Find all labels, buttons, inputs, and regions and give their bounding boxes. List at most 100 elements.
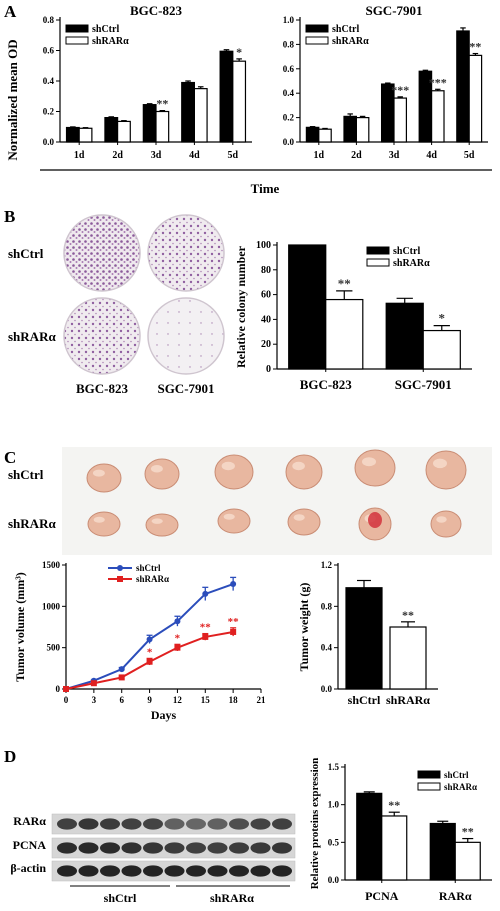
significance-mark: ** — [462, 825, 474, 839]
significance-mark: ** — [402, 608, 414, 622]
point-shrara — [90, 680, 97, 687]
plate-bgc823-shrara — [63, 297, 141, 375]
legend-swatch-shrara — [417, 782, 441, 791]
point-shrara — [63, 686, 69, 692]
y-tick-label: 60 — [261, 290, 271, 301]
significance-mark: ** — [338, 276, 351, 291]
tumor-highlight — [362, 457, 376, 467]
panel-letter-c: C — [4, 448, 16, 467]
panel-letter-b: B — [4, 207, 15, 226]
bar-shctrl — [345, 587, 383, 690]
significance-mark: ** — [469, 40, 481, 54]
y-tick-label: 1.0 — [283, 15, 295, 25]
tumor-shrara — [217, 508, 251, 534]
y-tick-label: 1500 — [42, 560, 61, 570]
legend-swatch-shctrl — [417, 770, 441, 779]
y-tick-label: 40 — [261, 314, 271, 325]
band-row-actin-band — [100, 865, 120, 877]
y-tick-label: 0 — [266, 364, 271, 375]
legend-marker-shrara — [117, 576, 123, 582]
y-tick-label: 0.0 — [328, 875, 340, 885]
legend-label-shctrl: shCtrl — [444, 770, 469, 780]
bar-shrara — [155, 110, 170, 143]
y-tick-label: 0.4 — [321, 643, 333, 653]
group-label-shctrl: shCtrl — [104, 891, 137, 905]
legend-swatch-shrara — [366, 258, 390, 267]
point-shctrl — [202, 590, 209, 597]
band-row-rara-band — [186, 818, 206, 830]
legend-swatch-shrara — [305, 36, 329, 45]
blot-label-pcna: PCNA — [13, 838, 47, 852]
legend-label-shctrl: shCtrl — [332, 24, 359, 35]
point-shrara — [230, 628, 237, 635]
y-tick-label: 0.0 — [43, 137, 55, 147]
bar-shrara — [325, 298, 364, 370]
legend-label-shctrl: shCtrl — [393, 246, 420, 257]
x-tick-label: SGC-7901 — [395, 377, 452, 392]
significance-mark: * — [236, 45, 242, 59]
x-tick-label: 5d — [228, 150, 239, 161]
x-tick-label: PCNA — [365, 889, 399, 903]
bar-shctrl — [65, 126, 80, 143]
tumor-shrara — [430, 510, 462, 538]
band-row-rara-band — [57, 818, 77, 830]
band-row-rara-band — [78, 818, 99, 830]
x-axis-label: Days — [151, 708, 177, 722]
band-row-pcna-band — [207, 842, 228, 854]
tumor-highlight — [436, 516, 447, 523]
x-tick-label: 1d — [74, 150, 85, 161]
x-tick-label: 2d — [112, 150, 123, 161]
y-tick-label: 0.4 — [283, 88, 295, 98]
tumor-highlight — [433, 458, 447, 469]
tumor-photo-background — [62, 447, 492, 555]
band-row-rara-band — [250, 818, 271, 830]
x-tick-label: shRARα — [386, 693, 430, 707]
y-tick-label: 80 — [261, 265, 271, 276]
band-row-pcna-band — [229, 842, 249, 854]
x-tick-label: 4d — [189, 150, 200, 161]
legend-swatch-shctrl — [366, 246, 390, 255]
band-row-pcna-band — [250, 842, 271, 854]
y-tick-label: 100 — [256, 240, 271, 251]
band-row-actin-band — [186, 865, 206, 877]
plate-sgc7901-shctrl — [147, 214, 225, 292]
bar-shctrl — [456, 30, 470, 143]
tumor-highlight — [93, 516, 105, 523]
y-tick-label: 0.6 — [283, 64, 295, 74]
bar-shrara — [393, 97, 408, 143]
y-tick-label: 1.2 — [321, 560, 333, 570]
x-tick-label: 9 — [147, 695, 152, 705]
bar-shrara — [318, 128, 332, 143]
y-tick-label: 500 — [47, 643, 61, 653]
chart-c-volume: 0 500 1000 1500 0 3 6 9 12 15 18 21 Days Tumor volume… — [13, 560, 266, 722]
panel-a-xlabel: Time — [251, 181, 280, 196]
y-axis-label: Relative proteins expression — [309, 758, 321, 890]
band-row-actin-band — [272, 865, 292, 877]
point-shrara — [118, 674, 125, 681]
tumor-shrara — [87, 511, 121, 537]
significance-mark: ** — [388, 798, 400, 812]
bar-shctrl — [104, 116, 119, 143]
tumor-row-label-shctrl: shCtrl — [8, 467, 44, 482]
bar-shrara — [355, 116, 370, 143]
y-tick-label: 0.8 — [43, 15, 55, 25]
legend-swatch-shctrl — [305, 24, 329, 33]
band-row-actin-band — [207, 865, 228, 877]
point-shctrl — [118, 666, 125, 673]
legend-marker-shctrl — [117, 565, 123, 571]
tumor-shrara — [287, 508, 321, 536]
bar-shrara — [193, 88, 208, 143]
band-row-actin-band — [57, 865, 77, 877]
x-tick-label: 0 — [64, 695, 69, 705]
legend-label-shctrl: shCtrl — [92, 24, 119, 35]
y-tick-label: 0.2 — [43, 107, 55, 117]
y-tick-label: 1.5 — [328, 762, 340, 772]
tumor-shctrl — [144, 458, 180, 490]
panel-d: RARα PCNA β-actin shCtrl shRARα 0.0 0.5 1.… — [10, 758, 492, 905]
bar-shctrl — [219, 50, 234, 143]
significance-mark: * — [439, 311, 446, 326]
band-row-actin-band — [250, 865, 271, 877]
tumor-photo — [86, 449, 467, 541]
panel-letter-a: A — [4, 2, 17, 21]
